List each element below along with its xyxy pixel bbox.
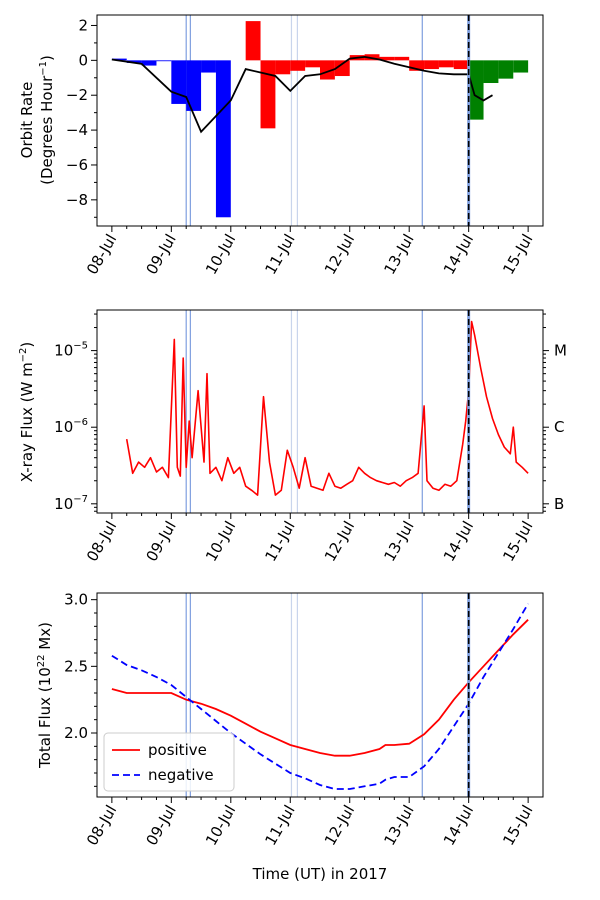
y-tick-label: −2: [66, 86, 88, 104]
total-flux-panel: 3.0 2.5 2.0 08-Jul 09-Jul 10-Jul 11-Jul 12-Jul…: [36, 591, 544, 883]
orbit-rate-bar: [409, 60, 425, 71]
y-tick-label: 2.5: [64, 657, 88, 675]
x-tick-label: 15-Jul: [499, 802, 536, 849]
total-flux-xlabel: Time (UT) in 2017: [252, 865, 388, 883]
y-tick-label: −4: [66, 121, 88, 139]
positive-flux-line: [111, 619, 529, 757]
goes-class-label: C: [554, 418, 564, 436]
xray-flux-ylabel: X-ray Flux (W m−2): [18, 342, 36, 483]
orbit-rate-bar: [126, 60, 142, 63]
legend-negative-label: negative: [148, 766, 214, 784]
y-tick-label: 10−5: [54, 341, 88, 360]
xray-flux-panel: 10−5 10−6 10−7 M C B 08-Jul 09-Jul 10-Jul 11-Ju…: [18, 309, 567, 565]
goes-class-ticks: M C B: [543, 342, 567, 513]
orbit-rate-x-ticks: 08-Jul 09-Jul 10-Jul 11-Jul 12-Jul 13-Jul 14-J…: [83, 226, 537, 278]
y-tick-label: 10−6: [54, 417, 88, 436]
orbit-rate-bar: [483, 60, 499, 84]
x-tick-label: 13-Jul: [380, 231, 417, 278]
x-tick-label: 08-Jul: [83, 518, 120, 565]
x-tick-label: 09-Jul: [142, 518, 179, 565]
orbit-rate-bars: [111, 21, 529, 218]
x-tick-label: 08-Jul: [83, 231, 120, 278]
x-tick-label: 15-Jul: [499, 518, 536, 565]
event-markers: [185, 15, 423, 226]
orbit-rate-trend-line: [111, 55, 493, 134]
x-tick-label: 13-Jul: [380, 518, 417, 565]
orbit-rate-bar: [201, 60, 216, 73]
y-tick-label: 10−7: [54, 494, 88, 513]
x-tick-label: 11-Jul: [261, 231, 298, 278]
y-tick-label: 0: [78, 51, 88, 69]
total-flux-y-ticks: 3.0 2.5 2.0: [64, 591, 97, 787]
x-tick-label: 13-Jul: [380, 802, 417, 849]
y-tick-label: 3.0: [64, 591, 88, 609]
total-flux-x-ticks: 08-Jul 09-Jul 10-Jul 11-Jul 12-Jul 13-Jul 14-J…: [83, 797, 537, 849]
orbit-rate-bar: [305, 60, 320, 68]
x-tick-label: 12-Jul: [321, 231, 358, 278]
orbit-rate-ylabel-line1: Orbit Rate: [18, 82, 36, 159]
y-tick-label: −6: [66, 156, 88, 174]
orbit-rate-bar: [513, 60, 529, 73]
x-tick-label: 14-Jul: [440, 231, 477, 278]
orbit-rate-bar: [334, 60, 350, 77]
legend-positive-label: positive: [148, 741, 207, 759]
orbit-rate-bar: [275, 60, 291, 75]
y-tick-label: 2.0: [64, 724, 88, 742]
legend-box: [103, 732, 235, 792]
orbit-rate-ylabel-line2: (Degrees Hour−1): [38, 55, 56, 185]
x-tick-label: 11-Jul: [261, 802, 298, 849]
x-tick-label: 10-Jul: [202, 802, 239, 849]
x-tick-label: 12-Jul: [321, 802, 358, 849]
x-tick-label: 12-Jul: [321, 518, 358, 565]
orbit-rate-bar: [290, 60, 306, 71]
x-tick-label: 10-Jul: [202, 518, 239, 565]
orbit-rate-bar: [141, 60, 157, 66]
orbit-rate-bar: [186, 60, 202, 111]
x-tick-label: 09-Jul: [142, 802, 179, 849]
orbit-rate-bar: [438, 60, 454, 68]
orbit-rate-bar: [111, 58, 127, 61]
orbit-rate-bar: [320, 60, 335, 80]
orbit-rate-bar: [171, 60, 187, 104]
event-markers: [185, 310, 423, 513]
y-tick-label: 2: [78, 16, 88, 34]
goes-class-label: M: [554, 342, 567, 360]
goes-class-label: B: [554, 495, 564, 513]
xray-flux-y-ticks: 10−5 10−6 10−7: [54, 313, 546, 513]
y-tick-label: −8: [66, 191, 88, 209]
orbit-rate-y-ticks: 2 0 −2 −4 −6 −8: [66, 16, 97, 218]
orbit-rate-bar: [245, 21, 261, 61]
orbit-rate-axes-frame: [96, 14, 544, 227]
xray-flux-x-ticks: 08-Jul 09-Jul 10-Jul 11-Jul 12-Jul 13-Jul 14-J…: [83, 513, 537, 565]
orbit-rate-bar: [260, 60, 276, 129]
orbit-rate-bar: [379, 56, 395, 61]
orbit-rate-bar: [468, 60, 484, 120]
orbit-rate-bar: [424, 60, 439, 70]
x-tick-label: 14-Jul: [440, 802, 477, 849]
x-tick-label: 15-Jul: [499, 231, 536, 278]
legend: positive negative: [103, 732, 235, 792]
x-tick-label: 09-Jul: [142, 231, 179, 278]
orbit-rate-panel: 2 0 −2 −4 −6 −8 08-Jul 09-Jul 10-Jul 11-Jul 12-Ju…: [18, 14, 544, 278]
x-tick-label: 11-Jul: [261, 518, 298, 565]
negative-flux-line: [111, 603, 529, 790]
orbit-rate-bar: [156, 60, 172, 62]
orbit-rate-bar: [453, 60, 469, 70]
x-tick-label: 10-Jul: [202, 231, 239, 278]
orbit-rate-bar: [215, 60, 231, 218]
orbit-rate-bar: [498, 60, 514, 79]
x-tick-label: 14-Jul: [440, 518, 477, 565]
total-flux-ylabel: Total Flux (1022 Mx): [36, 622, 54, 769]
x-tick-label: 08-Jul: [83, 802, 120, 849]
orbit-rate-bar: [394, 56, 410, 61]
